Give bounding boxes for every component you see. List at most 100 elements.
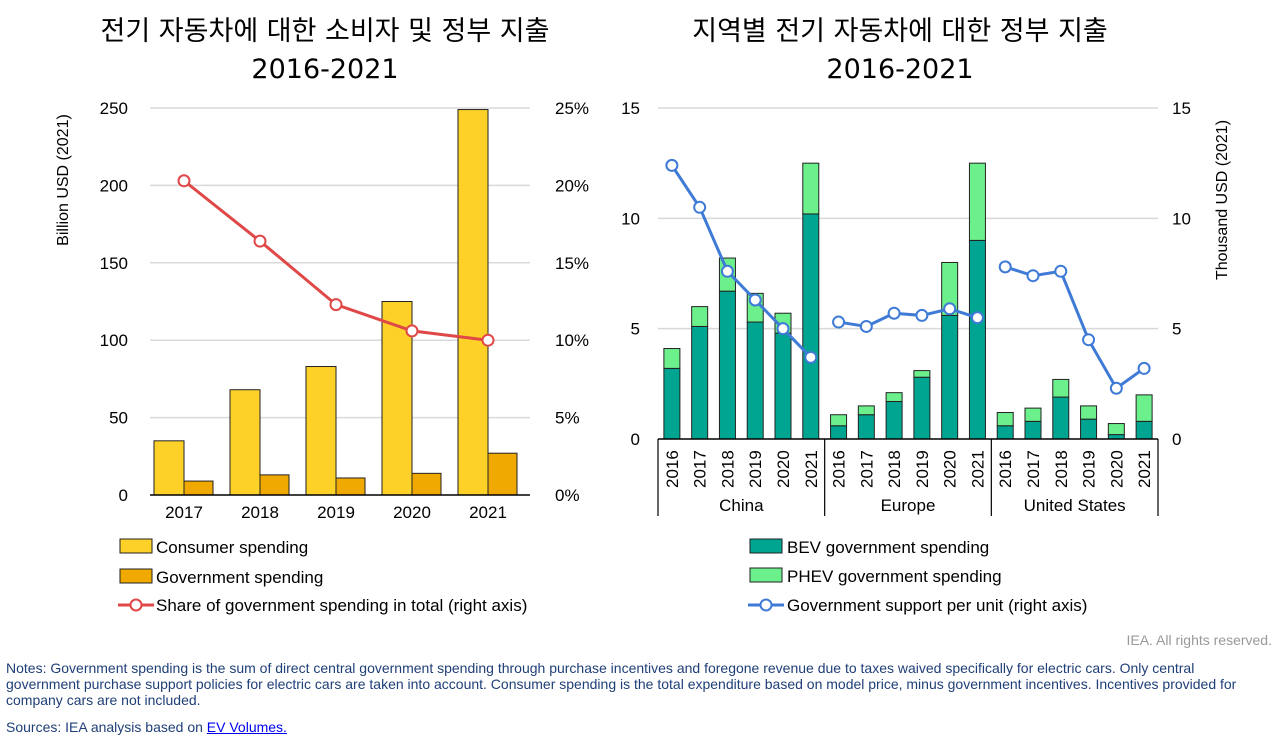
bev-spending-bar xyxy=(885,400,903,440)
bev-spending-bar xyxy=(857,414,875,440)
support-per-unit-point xyxy=(1109,381,1123,395)
legend-swatch-bev xyxy=(749,538,783,554)
legend-label-phev: PHEV government spending xyxy=(787,567,1002,586)
bev-spending-bar xyxy=(1080,418,1098,440)
phev-spending-bar xyxy=(1107,423,1125,436)
notes-text: Notes: Government spending is the sum of… xyxy=(6,660,1237,708)
y-tick-label: 150 xyxy=(100,254,128,273)
bev-spending-bar xyxy=(968,239,986,440)
phev-spending-bar xyxy=(968,162,986,241)
x-tick-label: 2019 xyxy=(746,450,765,488)
share-point xyxy=(481,333,495,347)
legend-label-bev: BEV government spending xyxy=(787,538,989,557)
y-tick-label: 5 xyxy=(631,320,640,339)
y-tick-label: 200 xyxy=(100,176,128,195)
support-per-unit-point xyxy=(720,264,734,278)
bev-spending-bar xyxy=(746,321,764,440)
bev-spending-bar xyxy=(941,314,959,440)
x-tick-label: 2018 xyxy=(1052,450,1071,488)
y2-tick-label: 20% xyxy=(555,176,589,195)
government-spending-bar xyxy=(335,477,366,496)
phev-spending-bar xyxy=(941,261,959,316)
phev-spending-bar xyxy=(1080,405,1098,420)
legend-label-consumer: Consumer spending xyxy=(156,538,308,557)
bev-spending-bar xyxy=(1024,420,1042,440)
share-point xyxy=(253,234,267,248)
x-tick-label: 2019 xyxy=(317,503,355,522)
x-tick-label: 2021 xyxy=(469,503,507,522)
support-per-unit-point xyxy=(1082,333,1096,347)
legend-label-government: Government spending xyxy=(156,568,323,587)
support-per-unit-point xyxy=(1137,361,1151,375)
right-chart-title: 지역별 전기 자동차에 대한 정부 지출 xyxy=(692,16,1108,47)
x-tick-label: 2019 xyxy=(1080,450,1099,488)
support-per-unit-point xyxy=(748,293,762,307)
group-label: United States xyxy=(1024,496,1126,515)
bev-spending-bar xyxy=(691,325,709,440)
legend-swatch-government xyxy=(119,568,153,584)
left-chart-subtitle: 2016-2021 xyxy=(251,54,398,85)
share-point xyxy=(329,298,343,312)
phev-spending-bar xyxy=(691,306,709,327)
group-label: Europe xyxy=(881,496,936,515)
y2-tick-label: 10% xyxy=(555,331,589,350)
x-tick-label: 2021 xyxy=(802,450,821,488)
x-tick-label: 2020 xyxy=(1107,450,1126,488)
phev-spending-bar xyxy=(830,414,848,427)
phev-spending-bar xyxy=(1024,407,1042,422)
y-axis-title: Billion USD (2021) xyxy=(55,114,72,246)
support-per-unit-point xyxy=(776,322,790,336)
support-per-unit-point xyxy=(915,308,929,322)
x-tick-label: 2020 xyxy=(941,450,960,488)
support-per-unit-point xyxy=(943,302,957,316)
support-per-unit-point xyxy=(859,319,873,333)
government-spending-bar xyxy=(259,474,290,496)
x-tick-label: 2020 xyxy=(774,450,793,488)
government-spending-bar xyxy=(183,480,214,496)
x-tick-label: 2017 xyxy=(1024,450,1043,488)
x-tick-label: 2021 xyxy=(1135,450,1154,488)
share-point xyxy=(405,324,419,338)
x-tick-label: 2016 xyxy=(996,450,1015,488)
right-chart-subtitle: 2016-2021 xyxy=(826,54,973,85)
legend-swatch-phev xyxy=(749,567,783,583)
support-per-unit-point xyxy=(998,260,1012,274)
x-tick-label: 2021 xyxy=(968,450,987,488)
sources-prefix: Sources: IEA analysis based on xyxy=(6,719,207,735)
support-per-unit-point xyxy=(665,158,679,172)
y2-tick-label: 15% xyxy=(555,254,589,273)
support-per-unit-point xyxy=(832,315,846,329)
y2-tick-label: 15 xyxy=(1172,99,1191,118)
phev-spending-bar xyxy=(996,412,1014,427)
x-tick-label: 2017 xyxy=(691,450,710,488)
x-tick-label: 2020 xyxy=(393,503,431,522)
support-per-unit-line xyxy=(670,164,812,359)
x-tick-label: 2017 xyxy=(165,503,203,522)
bev-spending-bar xyxy=(1052,396,1070,440)
x-tick-label: 2016 xyxy=(663,450,682,488)
bev-spending-bar xyxy=(996,425,1014,440)
ev-volumes-link[interactable]: EV Volumes. xyxy=(206,719,287,735)
support-per-unit-line xyxy=(1004,265,1145,391)
consumer-spending-bar xyxy=(457,109,489,496)
x-tick-label: 2019 xyxy=(913,450,932,488)
legend-swatch-support-marker xyxy=(759,598,773,612)
y-tick-label: 250 xyxy=(100,99,128,118)
left-chart-title: 전기 자동차에 대한 소비자 및 정부 지출 xyxy=(101,16,550,47)
government-spending-bar xyxy=(487,452,518,496)
bev-spending-bar xyxy=(830,425,848,440)
copyright-notice: IEA. All rights reserved. xyxy=(1126,632,1272,648)
x-tick-label: 2018 xyxy=(885,450,904,488)
y2-tick-label: 0% xyxy=(555,486,580,505)
support-per-unit-point xyxy=(887,306,901,320)
support-per-unit-point xyxy=(970,311,984,325)
legend-swatch-share-marker xyxy=(129,598,143,612)
y2-tick-label: 25% xyxy=(555,99,589,118)
phev-spending-bar xyxy=(802,162,820,215)
x-tick-label: 2018 xyxy=(718,450,737,488)
y-tick-label: 50 xyxy=(109,409,128,428)
consumer-spending-bar xyxy=(305,366,337,496)
legend-label-support: Government support per unit (right axis) xyxy=(787,596,1087,615)
y2-tick-label: 10 xyxy=(1172,209,1191,228)
